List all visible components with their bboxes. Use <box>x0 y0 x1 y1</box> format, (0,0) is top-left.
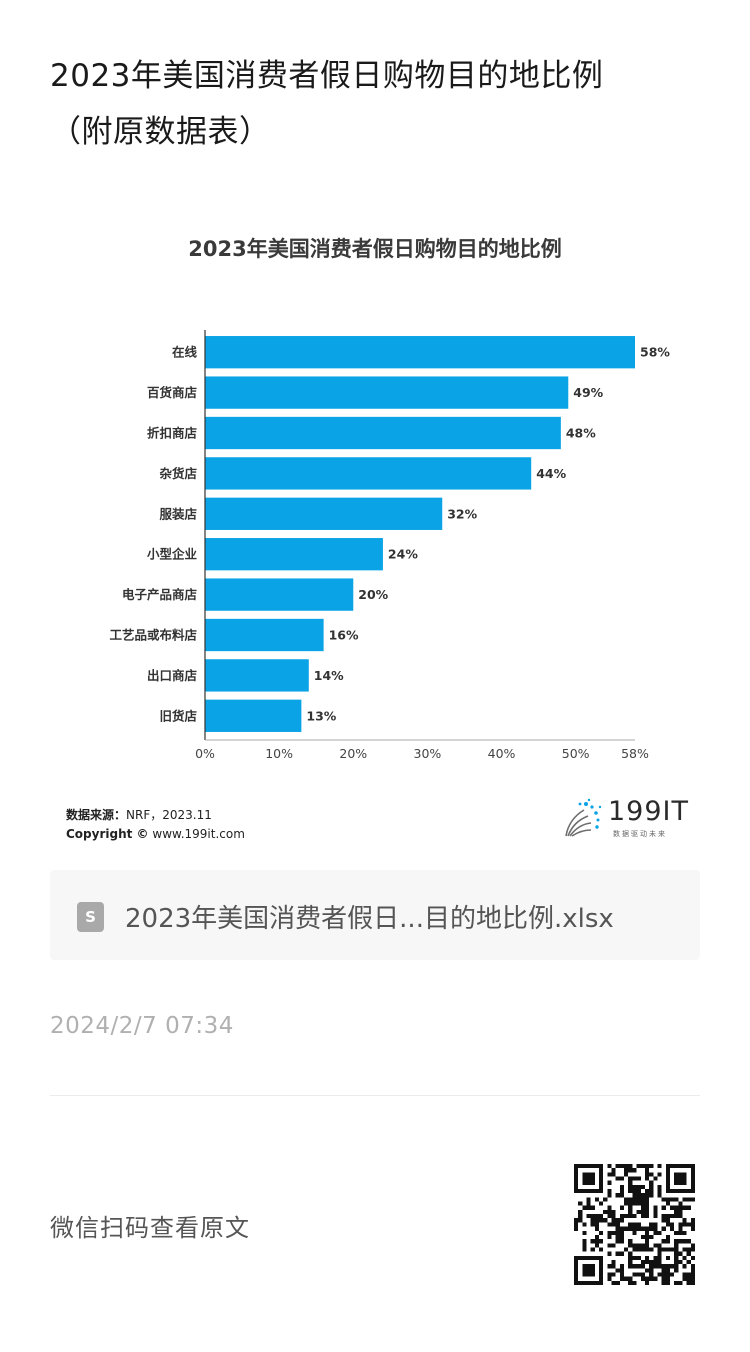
axes: 0% 10% 20% 30% 40% 50% 58% <box>195 330 649 761</box>
value-label: 16% <box>329 628 359 643</box>
category-label: 工艺品或布料店 <box>109 628 197 643</box>
copyright: Copyright © www.199it.com <box>66 827 245 841</box>
value-label: 14% <box>314 668 344 683</box>
x-tick-label: 58% <box>621 746 649 761</box>
bar-6 <box>205 538 383 571</box>
x-tick-label: 40% <box>488 746 516 761</box>
value-label: 44% <box>536 466 566 481</box>
value-label: 49% <box>573 385 603 400</box>
data-source-value: NRF，2023.11 <box>126 808 212 822</box>
copyright-url: www.199it.com <box>152 827 245 841</box>
x-tick-label: 50% <box>562 746 590 761</box>
value-label: 20% <box>358 587 388 602</box>
value-label: 48% <box>566 426 596 441</box>
copyright-label: Copyright © <box>66 827 149 841</box>
brand-tagline: 数据驱动未来 <box>613 830 667 838</box>
spreadsheet-file-icon: S <box>77 902 104 932</box>
value-label: 13% <box>306 708 336 723</box>
bar-chart: 2023年美国消费者假日购物目的地比例 在线百货商店折扣商店杂货店服装店小型企业… <box>109 237 670 761</box>
value-label: 58% <box>640 345 670 360</box>
scan-to-view-original: 微信扫码查看原文 <box>50 1214 250 1242</box>
category-label: 小型企业 <box>146 547 198 562</box>
value-labels: 58% 49% 48% 44% 32% 24% 20% 16% 14% 13% <box>306 345 670 724</box>
category-label: 百货商店 <box>147 385 198 400</box>
bar-10 <box>205 699 302 732</box>
category-label: 电子产品商店 <box>122 587 198 602</box>
attachment-card[interactable]: S 2023年美国消费者假日...目的地比例.xlsx <box>50 870 700 960</box>
chart-image: 2023年美国消费者假日购物目的地比例 在线百货商店折扣商店杂货店服装店小型企业… <box>50 210 700 860</box>
bar-3 <box>205 416 561 450</box>
category-label: 杂货店 <box>159 466 197 481</box>
x-tick-label: 30% <box>414 746 442 761</box>
category-label: 出口商店 <box>147 668 198 683</box>
divider <box>50 1095 700 1096</box>
x-tick-label: 0% <box>195 746 215 761</box>
bar-4 <box>205 457 532 490</box>
bar-5 <box>205 497 443 530</box>
category-label: 服装店 <box>159 506 197 521</box>
bar-2 <box>205 376 569 409</box>
page-title-line2: （附原数据表） <box>50 114 271 150</box>
bars-layer <box>205 336 635 732</box>
data-source: 数据来源：NRF，2023.11 <box>66 806 212 823</box>
publish-timestamp: 2024/2/7 07:34 <box>50 1013 234 1039</box>
bar-8 <box>205 618 324 652</box>
data-source-label: 数据来源： <box>66 808 127 822</box>
x-tick-label: 10% <box>265 746 293 761</box>
bar-1 <box>205 336 635 369</box>
qr-code-icon[interactable] <box>574 1164 695 1285</box>
value-label: 32% <box>447 506 477 521</box>
category-label: 在线 <box>172 345 198 360</box>
bar-9 <box>205 659 309 692</box>
page-title-line1: 2023年美国消费者假日购物目的地比例 <box>50 58 604 94</box>
bar-7 <box>205 578 354 611</box>
attachment-filename[interactable]: 2023年美国消费者假日...目的地比例.xlsx <box>125 904 614 934</box>
page-title: 2023年美国消费者假日购物目的地比例 （附原数据表） <box>50 48 710 160</box>
category-label: 折扣商店 <box>147 426 198 441</box>
brand-logo: 199IT 数据驱动未来 <box>558 796 698 844</box>
x-tick-label: 20% <box>339 746 367 761</box>
brand-name: 199IT <box>608 796 689 827</box>
chart-title: 2023年美国消费者假日购物目的地比例 <box>188 237 561 261</box>
dandelion-logo-icon <box>565 798 602 837</box>
value-label: 24% <box>388 547 418 562</box>
category-label: 旧货店 <box>159 708 197 723</box>
